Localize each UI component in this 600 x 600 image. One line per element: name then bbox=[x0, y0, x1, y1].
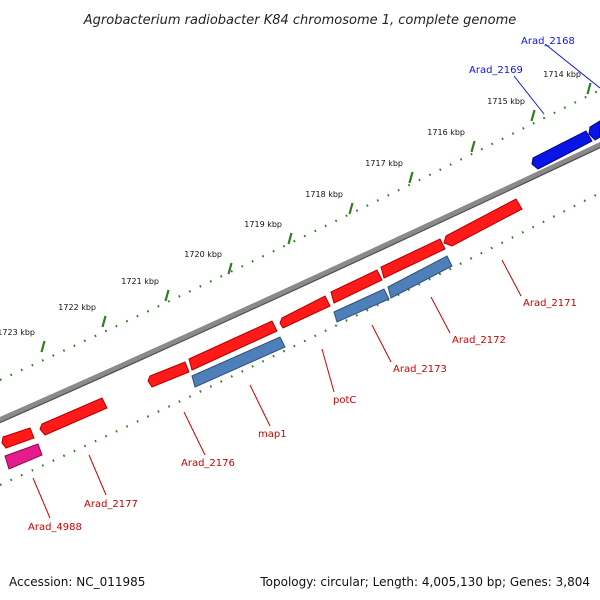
genome-summary-text: Topology: circular; Length: 4,005,130 bp… bbox=[259, 575, 590, 589]
gene-arrow-arad-2173[interactable] bbox=[279, 295, 331, 329]
major-ticks bbox=[40, 82, 592, 353]
chromosome-backbone-shadow bbox=[0, 147, 600, 424]
kbp-tick bbox=[470, 140, 476, 153]
gene-arrow-arad-2176[interactable] bbox=[147, 361, 190, 388]
kbp-labels: 1714 kbp 1715 kbp 1716 kbp 1717 kbp 1718 kbp… bbox=[0, 70, 581, 337]
gene-arrow-arad-2172a[interactable] bbox=[380, 238, 446, 279]
gene-arrow-blue-1[interactable] bbox=[387, 255, 453, 299]
gene-label-arad-4988[interactable]: Arad_4988 bbox=[28, 522, 82, 533]
leader-line-potc bbox=[321, 348, 335, 393]
leader-line-arad-4988 bbox=[32, 477, 51, 519]
gene-label-arad-2172[interactable]: Arad_2172 bbox=[452, 335, 506, 346]
leader-line-arad-2168 bbox=[544, 43, 600, 89]
gene-arrow-arad-2177[interactable] bbox=[39, 397, 108, 436]
kbp-tick bbox=[164, 289, 170, 302]
kbp-tick bbox=[101, 315, 107, 328]
kbp-tick bbox=[530, 109, 536, 122]
gene-label-map1[interactable]: map1 bbox=[258, 429, 287, 440]
kbp-tick bbox=[408, 171, 414, 184]
leader-line-arad-2171 bbox=[501, 259, 522, 297]
gene-features bbox=[1, 120, 600, 470]
gene-label-arad-2171[interactable]: Arad_2171 bbox=[523, 298, 577, 309]
chromosome-backbone bbox=[0, 141, 600, 423]
kbp-tick bbox=[586, 82, 592, 95]
gene-label-arad-2177[interactable]: Arad_2177 bbox=[84, 499, 138, 510]
gene-arrow-potc-outer[interactable] bbox=[330, 269, 383, 304]
kbp-tick bbox=[287, 232, 293, 245]
leader-line-arad-2176 bbox=[183, 411, 206, 456]
kbp-label: 1722 kbp bbox=[58, 303, 96, 312]
gene-arrow-arad-2171[interactable] bbox=[443, 198, 523, 247]
kbp-label: 1719 kbp bbox=[244, 220, 282, 229]
leader-line-arad-2173 bbox=[371, 324, 392, 363]
gene-label-potc[interactable]: potC bbox=[333, 395, 356, 406]
kbp-label: 1715 kbp bbox=[487, 97, 525, 106]
kbp-label: 1718 kbp bbox=[305, 190, 343, 199]
gene-arrow-left-edge[interactable] bbox=[1, 427, 35, 449]
gene-label-arad-2173[interactable]: Arad_2173 bbox=[393, 364, 447, 375]
gene-arrow-blue-3[interactable] bbox=[191, 336, 286, 388]
kbp-tick bbox=[227, 262, 233, 275]
gene-label-arad-2169[interactable]: Arad_2169 bbox=[469, 65, 523, 76]
leader-line-arad-2169 bbox=[513, 75, 545, 115]
gene-arrow-arad-4988[interactable] bbox=[4, 443, 43, 470]
leader-line-arad-2172 bbox=[430, 296, 451, 334]
gene-label-arad-2168[interactable]: Arad_2168 bbox=[521, 36, 575, 47]
gene-arrow-arad-2169[interactable] bbox=[531, 130, 593, 170]
kbp-label: 1716 kbp bbox=[427, 128, 465, 137]
leader-line-map1 bbox=[249, 384, 271, 427]
kbp-label: 1714 kbp bbox=[543, 70, 581, 79]
map-title: Agrobacterium radiobacter K84 chromosome… bbox=[83, 13, 516, 28]
accession-text: Accession: NC_011985 bbox=[9, 575, 145, 589]
kbp-tick bbox=[348, 202, 354, 215]
inner-tick-ring bbox=[0, 192, 600, 487]
gene-label-arad-2176[interactable]: Arad_2176 bbox=[181, 458, 235, 469]
gene-labels: Arad_2168 Arad_2169 Arad_2171 Arad_2172 Arad… bbox=[28, 36, 600, 533]
kbp-label: 1721 kbp bbox=[121, 277, 159, 286]
gene-arrow-arad-2168[interactable] bbox=[588, 120, 600, 141]
gene-arrow-blue-2[interactable] bbox=[333, 288, 390, 323]
leader-line-arad-2177 bbox=[88, 454, 107, 496]
gene-arrow-map1-outer[interactable] bbox=[188, 320, 278, 371]
kbp-label: 1720 kbp bbox=[184, 250, 222, 259]
outer-tick-ring bbox=[0, 89, 600, 382]
kbp-label: 1717 kbp bbox=[365, 159, 403, 168]
kbp-label: 1723 kbp bbox=[0, 328, 35, 337]
kbp-tick bbox=[40, 340, 46, 353]
